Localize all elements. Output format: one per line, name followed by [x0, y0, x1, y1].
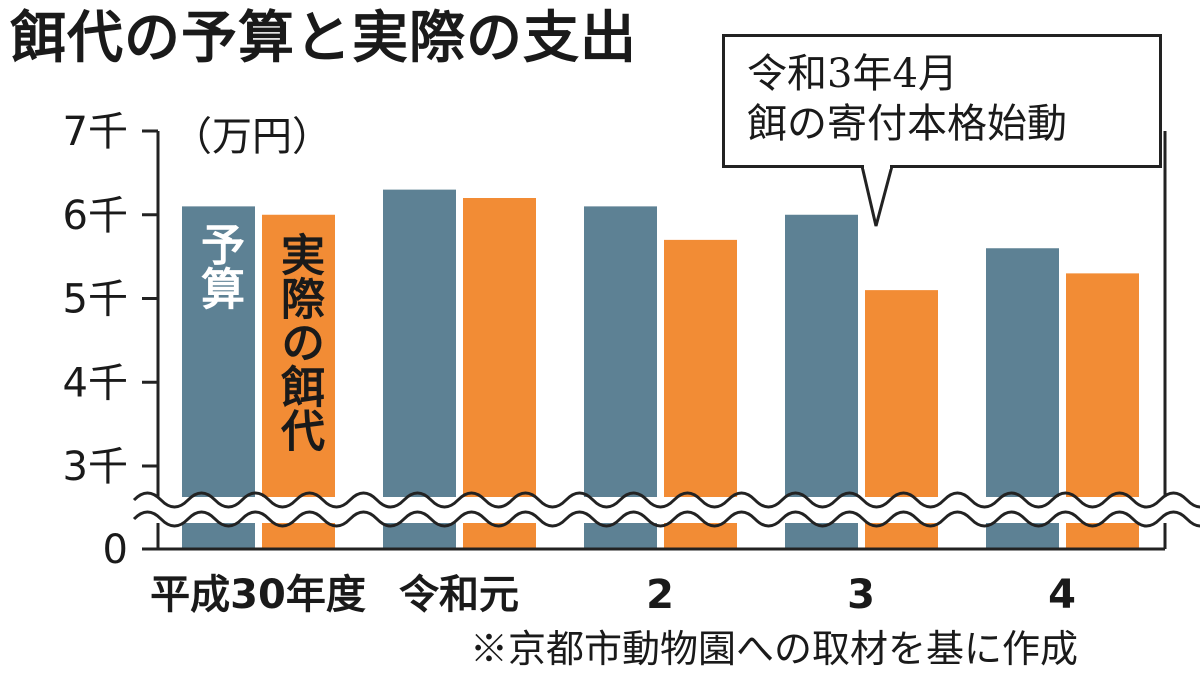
source-note: ※京都市動物園への取材を基に作成	[470, 627, 1079, 671]
bar-actual	[463, 198, 536, 549]
break-line-top	[132, 491, 1200, 509]
x-tick-label: 3	[847, 572, 875, 618]
annotation-callout: 令和3年4月 餌の寄付本格始動	[722, 34, 1162, 168]
bar-budget	[182, 206, 255, 549]
x-tick-label: 2	[646, 572, 674, 618]
y-tick-label: 3千	[63, 444, 128, 490]
chart-title: 餌代の予算と実際の支出	[10, 6, 637, 71]
break-line-bottom	[132, 510, 1200, 528]
y-axis: 0 3千 4千 5千 6千 7千	[63, 109, 1167, 573]
bar-budget	[383, 189, 456, 549]
y-tick-label: 6千	[63, 193, 128, 239]
callout-pointer-joint	[864, 165, 890, 169]
series-label-budget: 予算	[193, 222, 245, 310]
unit-label: （万円）	[172, 114, 332, 160]
y-tick-label: 5千	[63, 277, 128, 323]
annotation-line1: 令和3年4月	[747, 51, 958, 97]
bar-actual	[262, 214, 335, 549]
annotation-line2: 餌の寄付本格始動	[747, 101, 1067, 147]
callout-pointer	[860, 165, 894, 227]
axis-break	[130, 491, 1200, 528]
bars-group	[182, 189, 1139, 549]
y-tick-label: 7千	[63, 109, 128, 155]
x-tick-label: 4	[1048, 572, 1076, 618]
series-label-actual: 実際の餌代	[273, 232, 326, 452]
bar-budget	[584, 206, 657, 549]
x-axis: 平成30年度 令和元 2 3 4	[150, 572, 1076, 618]
y-tick-label: 0	[103, 527, 128, 573]
break-band	[130, 497, 1192, 523]
x-tick-label: 令和元	[399, 572, 519, 618]
y-tick-label: 4千	[63, 360, 128, 406]
x-tick-label: 平成30年度	[150, 572, 366, 618]
